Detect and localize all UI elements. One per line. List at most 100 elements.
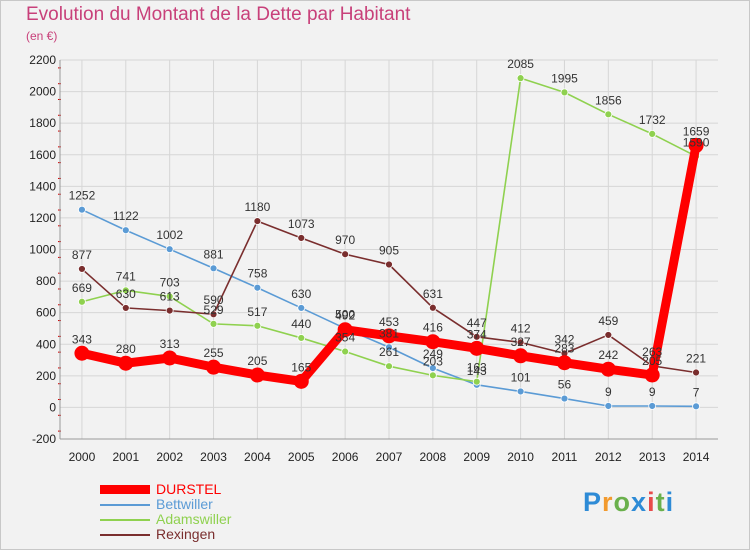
data-point-adamswiller: [341, 347, 350, 356]
data-point-rexingen: [692, 368, 700, 377]
data-point-adamswiller: [648, 130, 657, 138]
data-point-durstel: [381, 328, 397, 344]
y-tick-label: 2200: [29, 53, 56, 67]
data-point-durstel: [688, 137, 704, 153]
data-point-durstel: [425, 334, 441, 350]
data-label-adamswiller: 2085: [507, 57, 534, 71]
data-point-bettwiller: [385, 343, 393, 352]
logo-letter: P: [583, 487, 603, 517]
data-label-durstel: 327: [511, 335, 531, 349]
x-tick-label: 2004: [244, 450, 271, 464]
data-label-rexingen: 631: [423, 287, 443, 301]
data-point-bettwiller: [692, 402, 700, 411]
data-label-rexingen: 263: [642, 345, 662, 359]
data-point-adamswiller: [78, 297, 86, 306]
logo-letter: i: [647, 487, 656, 517]
logo-letter: o: [613, 487, 632, 517]
chart-title: Evolution du Montant de la Dette par Hab…: [26, 4, 411, 25]
data-label-rexingen: 1073: [288, 217, 315, 231]
logo-letter: i: [665, 487, 675, 517]
data-label-adamswiller: 1590: [683, 135, 710, 149]
data-label-rexingen: 613: [160, 290, 180, 304]
data-point-bettwiller: [516, 387, 525, 396]
data-label-durstel: 283: [554, 342, 574, 356]
data-label-durstel: 205: [642, 354, 662, 368]
data-label-bettwiller: 381: [379, 326, 399, 340]
data-label-durstel: 255: [204, 346, 224, 360]
data-label-durstel: 205: [247, 354, 267, 368]
data-point-rexingen: [209, 310, 218, 319]
data-point-bettwiller: [209, 264, 218, 273]
data-point-rexingen: [78, 265, 86, 273]
data-label-adamswiller: 163: [467, 361, 487, 375]
data-label-durstel: 1659: [683, 124, 710, 138]
data-label-durstel: 242: [598, 348, 618, 362]
data-label-rexingen: 905: [379, 244, 399, 258]
data-label-bettwiller: 7: [693, 385, 700, 399]
x-tick-label: 2011: [552, 450, 578, 464]
x-tick-label: 2002: [156, 450, 183, 464]
data-label-rexingen: 877: [72, 248, 92, 262]
data-label-bettwiller: 1002: [156, 228, 183, 242]
x-tick-label: 2000: [69, 450, 96, 464]
x-tick-label: 2006: [332, 450, 359, 464]
legend-swatch: [100, 527, 150, 542]
data-label-bettwiller: 1252: [69, 189, 96, 203]
data-label-rexingen: 459: [598, 314, 618, 328]
data-point-adamswiller: [472, 377, 481, 386]
legend-swatch: [100, 497, 150, 512]
data-point-adamswiller: [165, 292, 174, 301]
data-label-adamswiller: 1732: [639, 113, 666, 127]
logo-letter: r: [602, 487, 614, 517]
data-point-adamswiller: [253, 321, 262, 330]
y-tick-label: 800: [36, 274, 56, 288]
data-label-rexingen: 970: [335, 233, 355, 247]
data-point-bettwiller: [121, 226, 130, 235]
logo-letter: t: [655, 487, 666, 517]
data-label-rexingen: 342: [554, 332, 574, 346]
data-point-adamswiller: [209, 319, 218, 328]
x-tick-label: 2005: [288, 450, 315, 464]
legend-label: DURSTEL: [156, 481, 222, 497]
x-tick-label: 2009: [463, 450, 490, 464]
x-tick-label: 2008: [420, 450, 447, 464]
data-label-rexingen: 447: [467, 316, 487, 330]
legend-swatch: [100, 482, 150, 497]
data-label-durstel: 492: [335, 309, 355, 323]
data-label-durstel: 416: [423, 321, 443, 335]
data-label-durstel: 343: [72, 332, 92, 346]
data-label-bettwiller: 500: [335, 307, 355, 321]
data-label-durstel: 453: [379, 315, 399, 329]
data-point-rexingen: [341, 250, 350, 259]
data-point-rexingen: [121, 304, 130, 312]
data-point-durstel: [118, 355, 134, 371]
y-tick-label: 1800: [29, 116, 56, 130]
data-point-rexingen: [472, 332, 481, 341]
x-tick-label: 2013: [639, 450, 666, 464]
data-point-durstel: [162, 350, 178, 366]
chart-unit: (en €): [26, 29, 58, 43]
data-label-adamswiller: 203: [423, 354, 443, 368]
y-tick-label: 1400: [29, 179, 56, 193]
data-point-adamswiller: [385, 362, 393, 371]
data-point-adamswiller: [121, 286, 130, 295]
data-label-adamswiller: 1856: [595, 93, 622, 107]
data-point-rexingen: [297, 234, 306, 242]
data-point-bettwiller: [165, 245, 174, 254]
data-point-rexingen: [165, 306, 174, 315]
x-tick-label: 2003: [200, 450, 227, 464]
axes: -200 0 200 400 600 800 1000 1200 1400 1600 1800 200…: [29, 53, 718, 464]
logo-letter: x: [631, 487, 648, 517]
data-label-adamswiller: 517: [247, 305, 267, 319]
y-tick-label: 1200: [29, 211, 56, 225]
y-tick-label: 400: [36, 337, 56, 351]
data-label-adamswiller: 261: [379, 345, 399, 359]
data-point-adamswiller: [560, 88, 569, 97]
data-label-rexingen: 590: [204, 293, 224, 307]
data-point-rexingen: [604, 331, 613, 339]
y-tick-label: 1000: [29, 243, 56, 257]
data-label-rexingen: 1180: [244, 200, 270, 214]
data-label-rexingen: 630: [116, 287, 136, 301]
data-label-bettwiller: 630: [291, 287, 311, 301]
data-label-bettwiller: 249: [423, 347, 443, 361]
